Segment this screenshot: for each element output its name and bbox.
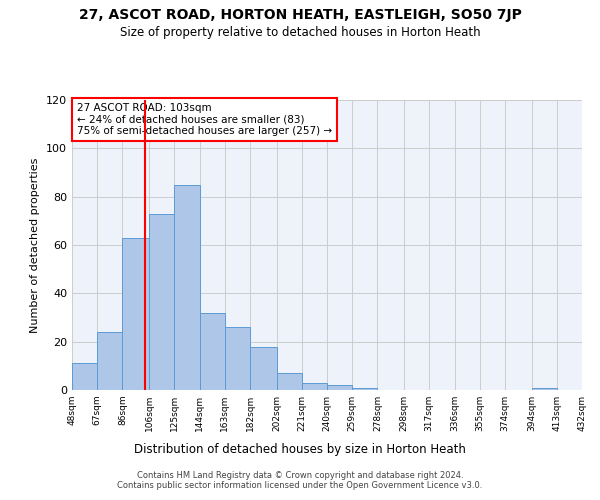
Bar — [199, 312, 225, 390]
Bar — [302, 383, 327, 390]
Text: 27, ASCOT ROAD, HORTON HEATH, EASTLEIGH, SO50 7JP: 27, ASCOT ROAD, HORTON HEATH, EASTLEIGH,… — [79, 8, 521, 22]
Text: Distribution of detached houses by size in Horton Heath: Distribution of detached houses by size … — [134, 442, 466, 456]
Bar — [122, 238, 149, 390]
Bar — [174, 184, 199, 390]
Text: Size of property relative to detached houses in Horton Heath: Size of property relative to detached ho… — [119, 26, 481, 39]
Bar — [277, 373, 302, 390]
Bar — [72, 364, 97, 390]
Bar — [149, 214, 174, 390]
Bar — [532, 388, 557, 390]
Bar — [97, 332, 122, 390]
Bar — [352, 388, 377, 390]
Bar — [327, 385, 352, 390]
Bar — [225, 327, 250, 390]
Y-axis label: Number of detached properties: Number of detached properties — [31, 158, 40, 332]
Bar — [250, 346, 277, 390]
Text: 27 ASCOT ROAD: 103sqm
← 24% of detached houses are smaller (83)
75% of semi-deta: 27 ASCOT ROAD: 103sqm ← 24% of detached … — [77, 103, 332, 136]
Text: Contains HM Land Registry data © Crown copyright and database right 2024.
Contai: Contains HM Land Registry data © Crown c… — [118, 470, 482, 490]
